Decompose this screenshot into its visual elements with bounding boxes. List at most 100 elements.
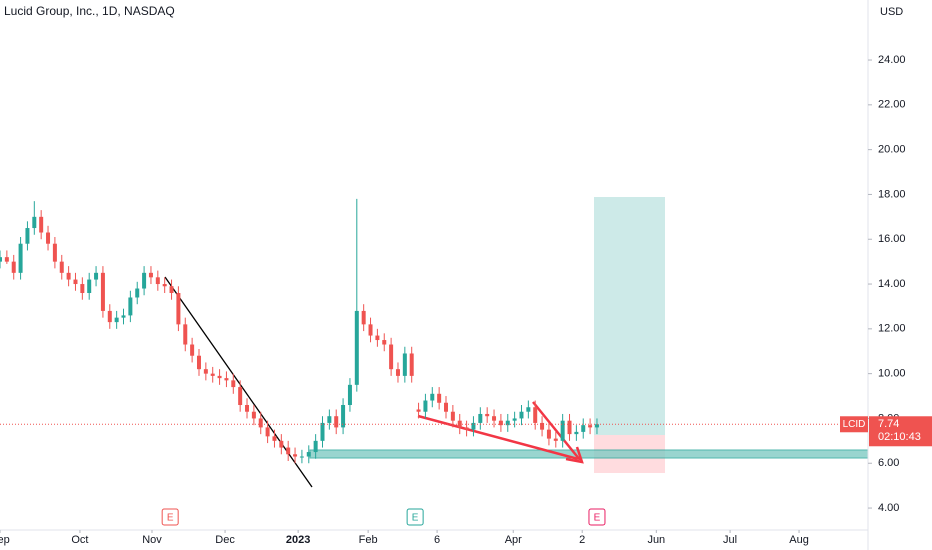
x-tick-label: Apr	[505, 534, 522, 546]
candle-body	[423, 400, 428, 412]
candle-body	[162, 284, 167, 287]
x-tick-label: Nov	[142, 534, 162, 546]
candle-body	[210, 373, 215, 376]
candle-body	[334, 416, 339, 428]
candle-body	[485, 413, 490, 417]
candle-body	[169, 286, 174, 294]
candle-body	[224, 378, 229, 381]
candle-body	[464, 427, 469, 430]
candle-body	[299, 456, 304, 458]
candle-body	[368, 324, 373, 336]
candle-body	[560, 420, 565, 441]
candle-body	[190, 344, 195, 356]
candle-body	[416, 409, 421, 412]
candle-body	[272, 436, 277, 441]
candle-body	[258, 418, 263, 428]
x-tick-label: 6	[434, 534, 440, 546]
candle-body	[94, 272, 99, 280]
price-box	[869, 416, 932, 447]
candle-body	[389, 344, 394, 370]
earnings-marker	[161, 508, 179, 526]
x-tick-label: Dec	[215, 534, 235, 546]
chart-title: Lucid Group, Inc., 1D, NASDAQ	[4, 4, 175, 18]
candle-body	[533, 407, 538, 423]
earnings-label: E	[412, 513, 419, 524]
candle-body	[39, 216, 44, 233]
y-tick-label: 6.00	[878, 457, 899, 469]
candle-body	[148, 272, 153, 278]
candle-body	[286, 447, 291, 455]
candle-body	[142, 272, 147, 289]
candle-body	[341, 405, 346, 428]
ticker-box	[840, 416, 868, 433]
candle-body	[293, 454, 298, 457]
candles	[0, 198, 599, 464]
x-tick-label: Jul	[723, 534, 737, 546]
candle-body	[4, 257, 9, 262]
x-tick-label: 2	[579, 534, 585, 546]
candle-body	[478, 413, 483, 423]
candle-body	[203, 369, 208, 374]
candle-body	[546, 429, 551, 439]
candle-body	[87, 279, 92, 294]
candle-body	[183, 324, 188, 345]
candle-body	[251, 411, 256, 419]
ticker-label: LCID	[843, 419, 866, 430]
candle-body	[581, 425, 586, 432]
candle-body	[382, 340, 387, 345]
x-tick-label: Jun	[647, 534, 665, 546]
candle-body	[59, 261, 64, 273]
candle-body	[519, 411, 524, 419]
trend-line	[164, 276, 313, 488]
arrow	[532, 401, 581, 461]
currency: USD	[880, 6, 903, 18]
candle-body	[107, 310, 112, 323]
candle-body	[498, 420, 503, 426]
candle-body	[361, 310, 366, 325]
candle-body	[574, 431, 579, 435]
earnings-marker	[406, 508, 424, 526]
profit-zone	[594, 197, 665, 435]
arrow	[417, 414, 579, 461]
y-tick-label: 18.00	[878, 188, 906, 200]
x-tick-label: 2023	[286, 534, 310, 546]
support-band	[309, 449, 869, 459]
y-tick-label: 10.00	[878, 368, 906, 380]
candle-body	[231, 380, 236, 388]
candle-body	[512, 418, 517, 421]
x-tick-label: Oct	[71, 534, 88, 546]
candle-body	[320, 422, 325, 441]
candle-body	[135, 288, 140, 298]
x-tick-label: Sep	[0, 534, 10, 546]
earnings-label: E	[594, 513, 601, 524]
candle-body	[492, 416, 497, 421]
candle-body	[196, 355, 201, 370]
candle-body	[100, 272, 105, 311]
candle-body	[409, 353, 414, 376]
candle-body	[347, 384, 352, 406]
x-tick-label: Feb	[359, 534, 378, 546]
last-price-label: 7.74	[878, 418, 899, 430]
candle-body	[73, 279, 78, 285]
candle-body	[402, 353, 407, 376]
candle-body	[52, 243, 57, 262]
candle-body	[66, 272, 71, 280]
candle-body	[567, 420, 572, 435]
candle-body	[444, 402, 449, 412]
x-tick-label: Aug	[789, 534, 809, 546]
arrow-head	[565, 446, 584, 464]
candle-body	[217, 375, 222, 379]
candle-body	[313, 440, 318, 453]
y-tick-label: 14.00	[878, 278, 906, 290]
drawings	[164, 197, 869, 488]
candle-body	[327, 416, 332, 423]
candle-body	[0, 257, 2, 262]
candle-body	[32, 216, 37, 229]
candle-body	[18, 243, 23, 273]
candle-body	[430, 393, 435, 401]
candle-body	[279, 440, 284, 448]
candle-body	[80, 284, 85, 294]
candle-body	[395, 369, 400, 376]
candle-body	[471, 422, 476, 430]
